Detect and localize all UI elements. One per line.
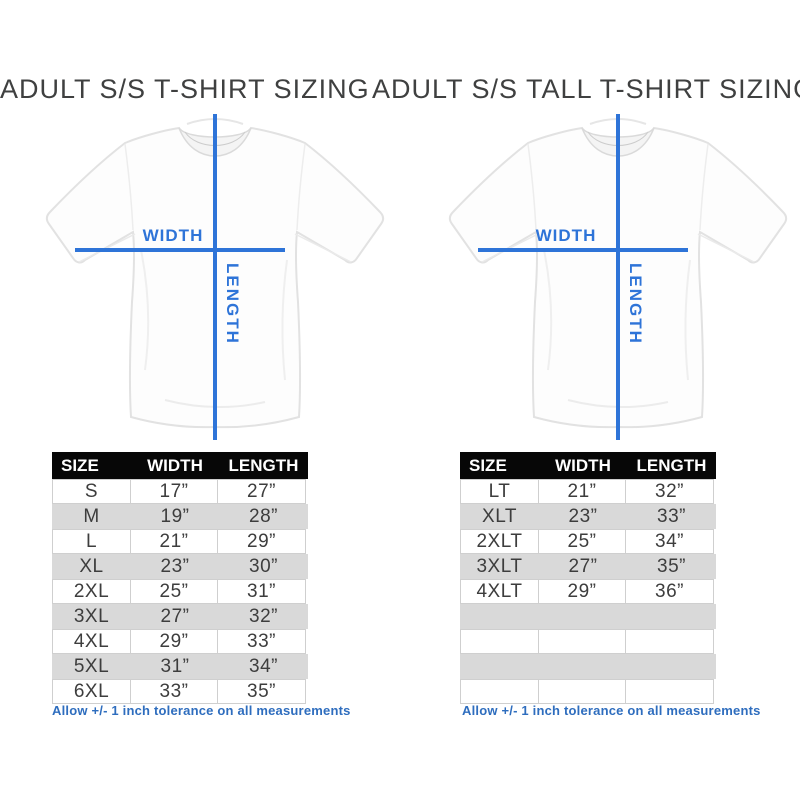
table-body: S 17” 27” M 19” 28” L 21” 29” XL 23” 30”… (52, 479, 308, 704)
column-header-width: WIDTH (147, 455, 203, 475)
size-cell: L (52, 529, 131, 554)
size-cell (460, 604, 539, 629)
width-measure-line (478, 248, 688, 252)
table-row: 4XL 29” 33” (52, 629, 308, 654)
width-cell: 21” (538, 479, 626, 504)
table-row-empty (460, 604, 716, 629)
length-cell (625, 629, 714, 654)
length-cell: 34” (625, 529, 714, 554)
table-body: LT 21” 32” XLT 23” 33” 2XLT 25” 34” 3XLT… (460, 479, 716, 704)
length-cell: 29” (217, 529, 306, 554)
table-row: XLT 23” 33” (460, 504, 716, 529)
width-cell: 21” (130, 529, 218, 554)
width-cell: 31” (160, 655, 190, 677)
size-table-regular: SIZE WIDTH LENGTH S 17” 27” M 19” 28” L … (52, 452, 308, 704)
length-cell: 31” (217, 579, 306, 604)
table-row: LT 21” 32” (460, 479, 716, 504)
width-cell: 23” (160, 555, 190, 577)
size-cell: 2XL (52, 579, 131, 604)
size-cell: XLT (482, 505, 517, 527)
size-cell: 5XL (73, 655, 110, 677)
width-cell: 19” (160, 505, 190, 527)
page-title-regular: ADULT S/S T-SHIRT SIZING (0, 74, 370, 104)
table-row-empty (460, 629, 716, 654)
table-row: L 21” 29” (52, 529, 308, 554)
size-cell (460, 679, 539, 704)
column-header-length: LENGTH (228, 455, 299, 475)
length-measure-line (616, 114, 620, 440)
size-cell: S (52, 479, 131, 504)
width-cell: 29” (538, 579, 626, 604)
length-measure-line (213, 114, 217, 440)
tshirt-illustration-tall (448, 118, 788, 429)
length-cell (625, 679, 714, 704)
width-label: WIDTH (535, 226, 597, 245)
width-cell: 23” (568, 505, 598, 527)
size-cell (460, 629, 539, 654)
table-row: 2XLT 25” 34” (460, 529, 716, 554)
length-label: LENGTH (626, 263, 645, 345)
width-measure-line (75, 248, 285, 252)
table-header-row: SIZE WIDTH LENGTH (52, 452, 308, 479)
width-cell (539, 654, 627, 679)
tolerance-note: Allow +/- 1 inch tolerance on all measur… (52, 703, 351, 718)
table-row: 6XL 33” 35” (52, 679, 308, 704)
size-cell: XL (79, 555, 104, 577)
size-cell: M (83, 505, 100, 527)
size-cell: 3XL (73, 605, 110, 627)
size-cell: LT (460, 479, 539, 504)
table-row-empty (460, 654, 716, 679)
size-cell: 4XL (52, 629, 131, 654)
length-cell: 35” (217, 679, 306, 704)
length-cell: 36” (625, 579, 714, 604)
table-row: XL 23” 30” (52, 554, 308, 579)
column-header-width: WIDTH (555, 455, 611, 475)
column-header-size: SIZE (61, 455, 99, 475)
length-cell: 34” (249, 655, 278, 677)
length-cell: 32” (625, 479, 714, 504)
table-row: 4XLT 29” 36” (460, 579, 716, 604)
length-cell: 35” (657, 555, 686, 577)
width-cell (538, 629, 626, 654)
table-row: 5XL 31” 34” (52, 654, 308, 679)
size-cell: 6XL (52, 679, 131, 704)
length-cell (627, 654, 716, 679)
width-cell (539, 604, 627, 629)
length-cell: 28” (249, 505, 278, 527)
size-cell: 3XLT (476, 555, 523, 577)
width-cell: 33” (130, 679, 218, 704)
width-label: WIDTH (142, 226, 204, 245)
size-cell (460, 654, 539, 679)
size-cell: 4XLT (460, 579, 539, 604)
column-header-size: SIZE (469, 455, 507, 475)
size-table-tall: SIZE WIDTH LENGTH LT 21” 32” XLT 23” 33”… (460, 452, 716, 704)
page-title-tall: ADULT S/S TALL T-SHIRT SIZING (372, 74, 800, 104)
table-row: 2XL 25” 31” (52, 579, 308, 604)
length-cell: 33” (217, 629, 306, 654)
tolerance-note: Allow +/- 1 inch tolerance on all measur… (462, 703, 761, 718)
table-row: M 19” 28” (52, 504, 308, 529)
table-header-row: SIZE WIDTH LENGTH (460, 452, 716, 479)
column-header-length: LENGTH (636, 455, 707, 475)
length-cell: 27” (217, 479, 306, 504)
length-label: LENGTH (223, 263, 242, 345)
length-cell: 33” (657, 505, 686, 527)
length-cell: 30” (249, 555, 278, 577)
width-cell: 25” (130, 579, 218, 604)
width-cell: 29” (130, 629, 218, 654)
width-cell: 17” (130, 479, 218, 504)
size-cell: 2XLT (460, 529, 539, 554)
width-cell: 25” (538, 529, 626, 554)
length-cell (627, 604, 716, 629)
width-cell: 27” (160, 605, 190, 627)
table-row: S 17” 27” (52, 479, 308, 504)
width-cell: 27” (568, 555, 598, 577)
table-row: 3XL 27” 32” (52, 604, 308, 629)
table-row: 3XLT 27” 35” (460, 554, 716, 579)
table-row-empty (460, 679, 716, 704)
length-cell: 32” (249, 605, 278, 627)
width-cell (538, 679, 626, 704)
